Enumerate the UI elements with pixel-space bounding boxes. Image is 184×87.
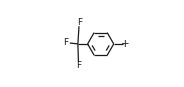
Text: F: F: [64, 38, 69, 47]
Text: F: F: [76, 61, 81, 70]
Text: F: F: [77, 18, 82, 27]
Text: +: +: [121, 39, 129, 49]
